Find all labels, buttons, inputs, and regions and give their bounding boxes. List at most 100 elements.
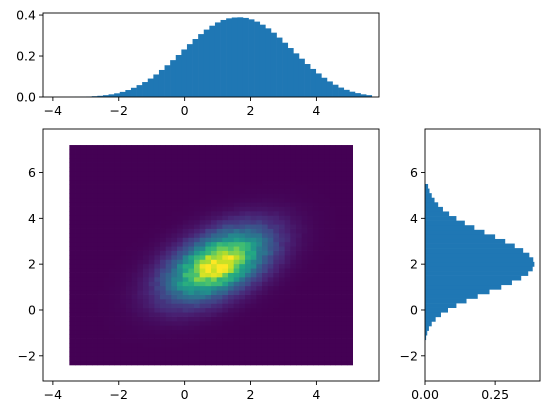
heatmap-cell: [222, 351, 229, 357]
heatmap-cell: [114, 347, 121, 353]
heatmap-cell: [137, 298, 144, 304]
heatmap-cell: [177, 171, 184, 177]
heatmap-cell: [165, 356, 172, 361]
heatmap-cell: [69, 360, 76, 366]
heatmap-cell: [233, 316, 240, 322]
heatmap-cell: [318, 171, 325, 177]
heatmap-cell: [335, 294, 342, 300]
heatmap-cell: [137, 224, 144, 229]
heatmap-cell: [211, 342, 218, 348]
heatmap-cell: [86, 329, 93, 335]
heatmap-cell: [92, 180, 99, 185]
heatmap-cell: [109, 351, 116, 357]
heatmap-cell: [120, 338, 127, 344]
right-hist-bar: [425, 234, 496, 240]
heatmap-cell: [188, 268, 195, 273]
heatmap-cell: [199, 351, 206, 357]
heatmap-cell: [80, 294, 87, 300]
right-hist-bar: [425, 202, 439, 208]
heatmap-cell: [120, 180, 127, 185]
heatmap-cell: [233, 145, 240, 150]
heatmap-cell: [182, 202, 189, 207]
heatmap-cell: [103, 325, 110, 331]
heatmap-cell: [86, 211, 93, 216]
heatmap-cell: [301, 246, 308, 251]
heatmap-cell: [171, 285, 178, 291]
heatmap-cell: [75, 290, 82, 295]
heatmap-cell: [284, 298, 291, 304]
heatmap-cell: [114, 158, 121, 163]
heatmap-cell: [154, 360, 161, 366]
heatmap-cell: [114, 307, 121, 313]
heatmap-cell: [199, 162, 206, 168]
heatmap-cell: [205, 250, 212, 256]
heatmap-cell: [165, 312, 172, 317]
heatmap-cell: [290, 325, 297, 331]
heatmap-cell: [318, 290, 325, 295]
heatmap-cell: [137, 241, 144, 247]
heatmap-cell: [188, 149, 195, 155]
heatmap-cell: [256, 312, 263, 317]
heatmap-cell: [267, 175, 274, 181]
heatmap-cell: [148, 237, 155, 243]
right-hist-bar: [425, 257, 534, 263]
heatmap-cell: [244, 259, 252, 265]
heatmap-cell: [194, 180, 201, 185]
heatmap-cell: [143, 320, 150, 326]
heatmap-cell: [233, 215, 240, 221]
heatmap-cell: [318, 356, 325, 361]
heatmap-cell: [335, 175, 342, 181]
heatmap-cell: [312, 263, 320, 269]
heatmap-cell: [205, 351, 212, 357]
heatmap-cell: [324, 180, 331, 185]
heatmap-cell: [109, 276, 116, 282]
heatmap-cell: [295, 246, 303, 251]
heatmap-cell: [324, 228, 331, 234]
top-hist-bar: [304, 64, 311, 97]
heatmap-cell: [148, 255, 155, 260]
heatmap-cell: [109, 167, 116, 172]
heatmap-cell: [329, 294, 336, 300]
heatmap-cell: [171, 241, 178, 247]
heatmap-cell: [267, 298, 274, 304]
heatmap-cell: [346, 197, 353, 203]
heatmap-cell: [273, 312, 280, 317]
heatmap-cell: [80, 290, 87, 295]
heatmap-cell: [329, 158, 336, 163]
heatmap-cell: [318, 145, 325, 150]
top-hist-bar: [192, 39, 199, 97]
heatmap-cell: [312, 298, 320, 304]
heatmap-cell: [267, 272, 274, 278]
heatmap-cell: [177, 175, 184, 181]
heatmap-cell: [329, 202, 336, 207]
right-xtick-label-0: 0.00: [411, 387, 439, 402]
heatmap-cell: [188, 338, 195, 344]
heatmap-cell: [216, 233, 223, 238]
heatmap-cell: [284, 206, 291, 212]
heatmap-cell: [250, 158, 257, 163]
heatmap-cell: [346, 250, 353, 256]
heatmap-cell: [312, 312, 320, 317]
heatmap-cell: [267, 158, 274, 163]
heatmap-cell: [312, 153, 320, 159]
heatmap-cell: [194, 246, 201, 251]
heatmap-cell: [103, 237, 110, 243]
heatmap-cell: [97, 167, 104, 172]
heatmap-cell: [92, 298, 99, 304]
heatmap-cell: [295, 162, 303, 168]
heatmap-cell: [216, 285, 223, 291]
heatmap-cell: [244, 329, 252, 335]
heatmap-cell: [216, 325, 223, 331]
heatmap-cell: [205, 356, 212, 361]
heatmap-cell: [244, 316, 252, 322]
heatmap-cell: [261, 175, 269, 181]
heatmap-cell: [148, 149, 155, 155]
heatmap-cell: [284, 320, 291, 326]
heatmap-cell: [335, 246, 342, 251]
heatmap-cell: [216, 316, 223, 322]
heatmap-cell: [199, 338, 206, 344]
heatmap-cell: [80, 233, 87, 238]
right-hist-bar: [425, 326, 429, 331]
heatmap-cell: [233, 193, 240, 199]
heatmap-cell: [312, 360, 320, 366]
